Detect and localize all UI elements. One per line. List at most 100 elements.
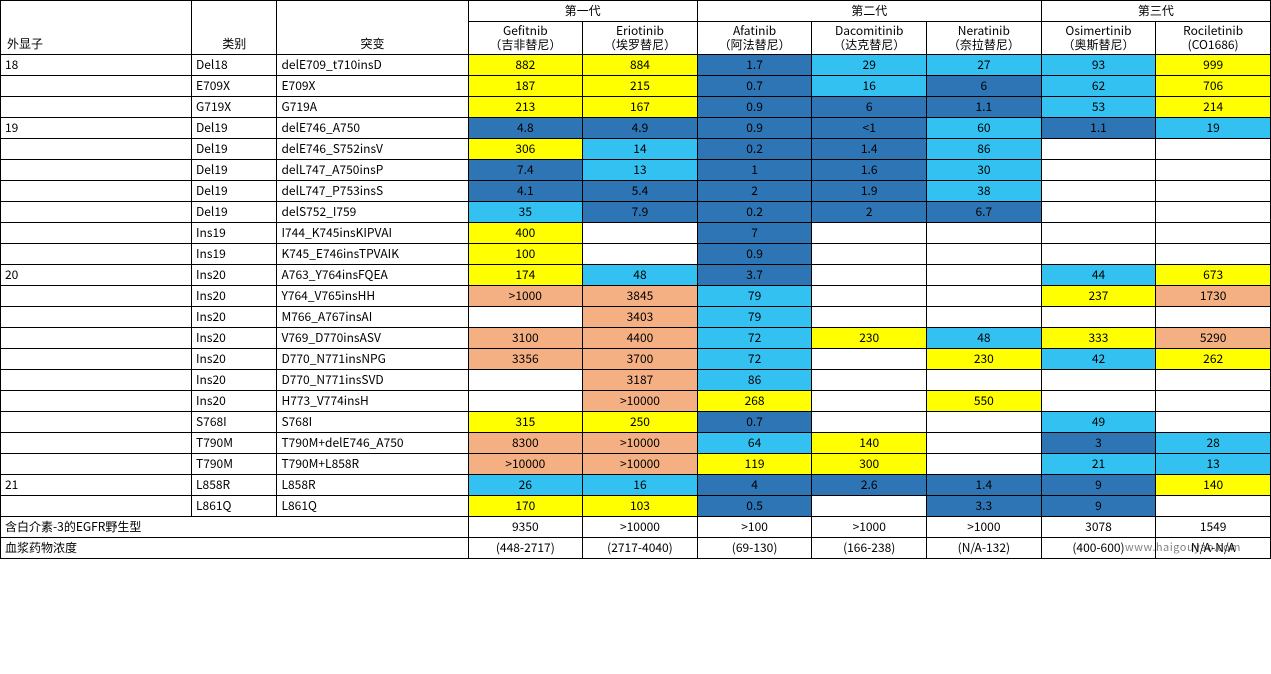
cell-value: 35	[468, 202, 583, 223]
cell-value	[927, 412, 1042, 433]
cell-exon	[1, 307, 192, 328]
header-gen-2: 第三代	[1041, 1, 1270, 22]
footer-value: (448-2717)	[468, 538, 583, 559]
footer-row: 血浆药物浓度(448-2717)(2717-4040)(69-130)(166-…	[1, 538, 1271, 559]
cell-value: 29	[812, 55, 927, 76]
cell-category: Del19	[192, 118, 277, 139]
cell-mutation: D770_N771insNPG	[277, 349, 468, 370]
footer-value: >100	[697, 517, 812, 538]
cell-mutation: delL747_A750insP	[277, 160, 468, 181]
cell-mutation: E709X	[277, 76, 468, 97]
cell-value	[1041, 223, 1156, 244]
cell-value: 230	[927, 349, 1042, 370]
cell-value	[1156, 181, 1271, 202]
cell-value: 21	[1041, 454, 1156, 475]
cell-value: 30	[927, 160, 1042, 181]
table-row: L861QL861Q1701030.53.39	[1, 496, 1271, 517]
cell-value	[812, 265, 927, 286]
cell-value: 7.4	[468, 160, 583, 181]
cell-exon	[1, 391, 192, 412]
cell-category: Ins20	[192, 265, 277, 286]
cell-value: 86	[697, 370, 812, 391]
footer-label: 血浆药物浓度	[1, 538, 469, 559]
cell-value: 4400	[583, 328, 698, 349]
cell-value: 882	[468, 55, 583, 76]
cell-value: 72	[697, 328, 812, 349]
footer-value: 3078	[1041, 517, 1156, 538]
cell-value: 0.9	[697, 118, 812, 139]
cell-value: 333	[1041, 328, 1156, 349]
table-row: Ins20M766_A767insAI340379	[1, 307, 1271, 328]
cell-value: 28	[1156, 433, 1271, 454]
cell-mutation: delE709_t710insD	[277, 55, 468, 76]
cell-value: 53	[1041, 97, 1156, 118]
cell-value	[812, 307, 927, 328]
cell-category: Del19	[192, 139, 277, 160]
cell-value: 0.7	[697, 76, 812, 97]
cell-value: 550	[927, 391, 1042, 412]
cell-value: 1730	[1156, 286, 1271, 307]
cell-value	[927, 370, 1042, 391]
cell-value	[1041, 244, 1156, 265]
cell-value: 26	[468, 475, 583, 496]
cell-value: 1.1	[927, 97, 1042, 118]
cell-value: 27	[927, 55, 1042, 76]
cell-value	[468, 391, 583, 412]
cell-exon: 20	[1, 265, 192, 286]
cell-value: 673	[1156, 265, 1271, 286]
cell-mutation: T790M+delE746_A750	[277, 433, 468, 454]
cell-category: Ins20	[192, 328, 277, 349]
cell-value: 1.4	[812, 139, 927, 160]
cell-exon	[1, 97, 192, 118]
egfr-tki-table: 外显子 类别 突变 第一代 第二代 第三代 Gefitnib（吉非替尼）Erio…	[0, 0, 1271, 559]
header-drug-0: Gefitnib（吉非替尼）	[468, 22, 583, 55]
cell-value: 5.4	[583, 181, 698, 202]
cell-mutation: V769_D770insASV	[277, 328, 468, 349]
cell-value: 13	[583, 160, 698, 181]
cell-value	[812, 412, 927, 433]
cell-value: 93	[1041, 55, 1156, 76]
cell-value: 6.7	[927, 202, 1042, 223]
cell-category: Ins20	[192, 349, 277, 370]
cell-value	[812, 370, 927, 391]
cell-category: L861Q	[192, 496, 277, 517]
cell-value: <1	[812, 118, 927, 139]
cell-value: 3.3	[927, 496, 1042, 517]
cell-value: 42	[1041, 349, 1156, 370]
cell-value: 7.9	[583, 202, 698, 223]
cell-value	[812, 349, 927, 370]
cell-mutation: A763_Y764insFQEA	[277, 265, 468, 286]
cell-value: 49	[1041, 412, 1156, 433]
cell-value: 3356	[468, 349, 583, 370]
cell-value: 6	[927, 76, 1042, 97]
table-row: Ins19K745_E746insTPVAIK1000.9	[1, 244, 1271, 265]
cell-value	[1156, 244, 1271, 265]
cell-mutation: K745_E746insTPVAIK	[277, 244, 468, 265]
cell-value: 103	[583, 496, 698, 517]
cell-value: 999	[1156, 55, 1271, 76]
cell-value: 64	[697, 433, 812, 454]
cell-value: 8300	[468, 433, 583, 454]
cell-value	[812, 496, 927, 517]
header-drug-6: Rociletinib(CO1686)	[1156, 22, 1271, 55]
cell-value	[1156, 496, 1271, 517]
footer-value: (400-600)	[1041, 538, 1156, 559]
cell-value: 62	[1041, 76, 1156, 97]
footer-value: >1000	[927, 517, 1042, 538]
cell-value	[1041, 202, 1156, 223]
cell-exon	[1, 433, 192, 454]
cell-value: 19	[1156, 118, 1271, 139]
cell-value: 9	[1041, 475, 1156, 496]
cell-category: E709X	[192, 76, 277, 97]
cell-value: 100	[468, 244, 583, 265]
cell-value: 5290	[1156, 328, 1271, 349]
cell-exon	[1, 160, 192, 181]
cell-mutation: L858R	[277, 475, 468, 496]
cell-value: 0.7	[697, 412, 812, 433]
cell-value: 16	[583, 475, 698, 496]
cell-value: 1.6	[812, 160, 927, 181]
cell-value: 3403	[583, 307, 698, 328]
cell-value: >10000	[583, 391, 698, 412]
cell-value: 140	[812, 433, 927, 454]
cell-value: >10000	[583, 433, 698, 454]
